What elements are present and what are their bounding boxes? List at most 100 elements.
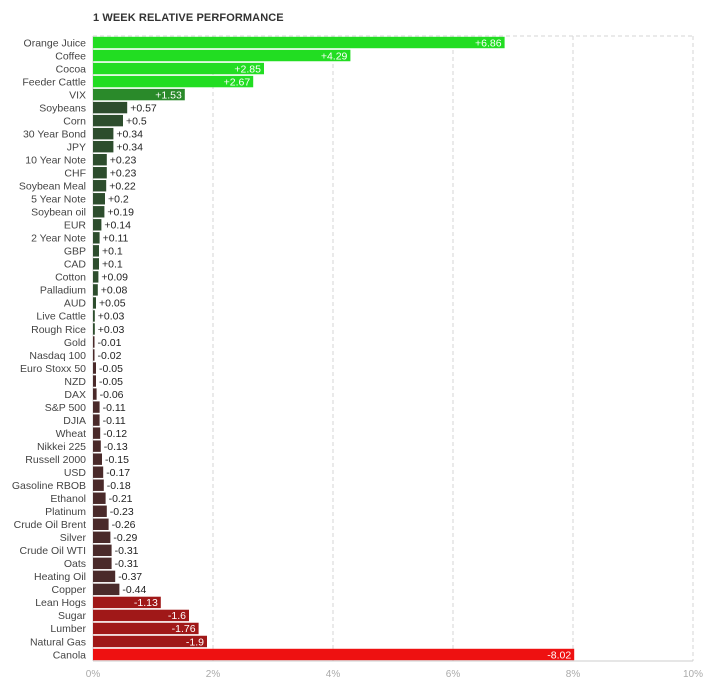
category-label: Soybean Meal [19, 181, 86, 193]
value-label: +0.22 [109, 181, 136, 193]
category-label: JPY [67, 141, 86, 153]
bar [93, 180, 107, 192]
value-label: +0.57 [130, 102, 157, 114]
value-label: +6.86 [475, 37, 502, 49]
bars-layer [93, 36, 575, 661]
value-label: +0.5 [126, 115, 147, 127]
category-label: CHF [64, 168, 86, 180]
bar [93, 375, 96, 387]
category-label: Natural Gas [30, 636, 86, 648]
category-label: Cocoa [56, 63, 87, 75]
category-label: Soybeans [39, 102, 86, 114]
category-label: Feeder Cattle [22, 76, 86, 88]
x-tick-label: 6% [446, 669, 461, 680]
value-label: +0.34 [116, 128, 143, 140]
bar [93, 557, 112, 570]
value-label: -0.05 [99, 363, 123, 375]
value-label: +0.05 [99, 298, 126, 310]
bar [93, 349, 95, 361]
value-label: +0.1 [102, 246, 123, 258]
value-label: -1.9 [186, 636, 204, 648]
value-label: -0.31 [115, 545, 139, 557]
value-label: -0.01 [98, 337, 122, 349]
category-label: Platinum [45, 506, 86, 518]
value-label: +0.14 [104, 220, 131, 232]
x-tick-label: 10% [683, 669, 703, 680]
category-label: DAX [64, 389, 86, 401]
bar [93, 310, 95, 322]
category-label: AUD [64, 298, 87, 310]
bar [93, 453, 102, 465]
category-label: Gold [64, 337, 86, 349]
value-label: -0.31 [115, 558, 139, 570]
value-label: -0.12 [103, 428, 127, 440]
category-label: Ethanol [50, 493, 86, 505]
x-tick-label: 2% [206, 669, 221, 680]
category-label: Orange Juice [24, 37, 87, 49]
bar [93, 75, 254, 88]
bar [93, 505, 107, 517]
value-label: -0.44 [122, 584, 146, 596]
value-label: +0.34 [116, 141, 143, 153]
category-label: EUR [64, 220, 87, 232]
chart-title: 1 WEEK RELATIVE PERFORMANCE [93, 12, 284, 24]
value-label: -1.6 [168, 610, 186, 622]
bar [93, 609, 189, 622]
bar [93, 492, 106, 504]
bar [93, 531, 111, 544]
x-tick-label: 0% [86, 669, 101, 680]
value-label: +4.29 [321, 50, 348, 62]
value-label: +1.53 [155, 89, 182, 101]
bar [93, 153, 107, 166]
category-label: VIX [69, 89, 86, 101]
category-label: Cotton [55, 272, 86, 284]
bar [93, 167, 107, 179]
value-label: -0.23 [110, 506, 134, 518]
value-label: +0.03 [98, 324, 125, 336]
value-label: -0.11 [103, 402, 126, 414]
category-label: Soybean oil [31, 207, 86, 219]
category-label: 2 Year Note [31, 233, 86, 245]
category-label: Silver [60, 532, 87, 544]
bar [93, 362, 96, 374]
value-label: -1.76 [172, 623, 196, 635]
bar [93, 336, 95, 348]
bar [93, 596, 161, 609]
value-label: -8.02 [547, 649, 571, 661]
value-label: -0.13 [104, 441, 128, 453]
value-label: -0.06 [100, 389, 124, 401]
bar [93, 127, 114, 140]
category-label: GBP [64, 246, 86, 258]
category-label: NZD [64, 376, 86, 388]
category-label: Coffee [55, 50, 86, 62]
bar [93, 635, 207, 648]
value-label: +0.1 [102, 259, 123, 271]
value-label: +0.09 [101, 272, 128, 284]
category-label: S&P 500 [45, 402, 86, 414]
value-label: +0.23 [110, 154, 137, 166]
category-label: Gasoline RBOB [12, 480, 86, 492]
category-label: 10 Year Note [25, 154, 86, 166]
bar [93, 297, 96, 309]
value-label: +0.23 [110, 168, 137, 180]
labels-layer: Orange Juice +6.86 Coffee +4.29 Cocoa +2.85 Fe… [12, 37, 571, 661]
category-label: USD [64, 467, 87, 479]
grid-layer [92, 35, 694, 662]
value-label: -0.21 [109, 493, 133, 505]
bar [93, 466, 104, 478]
value-label: -0.17 [106, 467, 130, 479]
bar [93, 101, 128, 114]
x-tick-label: 8% [566, 669, 581, 680]
category-label: Euro Stoxx 50 [20, 363, 86, 375]
category-label: 5 Year Note [31, 194, 86, 206]
bar [93, 440, 101, 452]
category-label: Sugar [58, 610, 87, 622]
bar [93, 479, 104, 491]
bar [93, 388, 97, 400]
category-label: Rough Rice [31, 324, 86, 336]
value-label: +0.11 [103, 233, 129, 245]
category-label: Corn [63, 115, 86, 127]
category-label: Live Cattle [36, 311, 86, 323]
category-label: CAD [64, 259, 87, 271]
